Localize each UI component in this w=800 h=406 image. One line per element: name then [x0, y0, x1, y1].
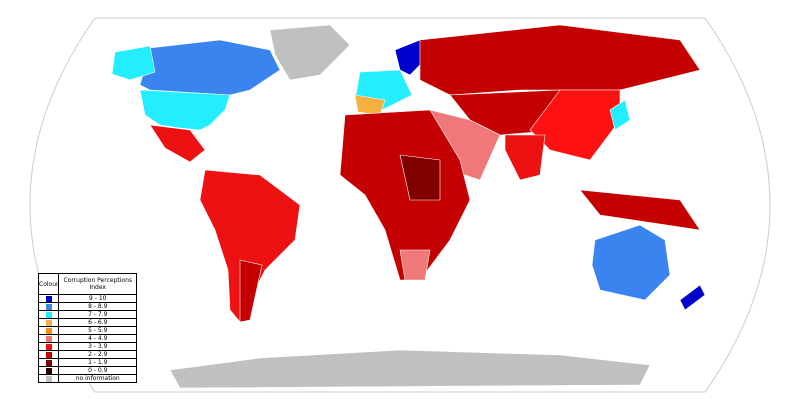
usa [139, 89, 231, 131]
legend-swatch-cell [37, 358, 60, 367]
legend-label: 4 - 4.9 [58, 334, 137, 343]
legend-header: Colour Corruption Perceptions Index [37, 273, 137, 295]
mexico [149, 124, 206, 163]
legend-row: 8 - 8.9 [37, 302, 137, 311]
legend-swatch-cell [37, 342, 60, 351]
greenland [269, 24, 351, 81]
legend-label: 7 - 7.9 [58, 310, 137, 319]
legend-swatch [45, 327, 52, 334]
legend-row: 0 - 0.9 [37, 366, 137, 375]
new-zealand [679, 284, 706, 311]
legend-swatch-cell [37, 334, 60, 343]
legend-label: 1 - 1.9 [58, 358, 137, 367]
canada [139, 39, 281, 96]
japan [609, 99, 631, 131]
legend-label: 5 - 5.9 [58, 326, 137, 335]
legend-swatch-cell [37, 302, 60, 311]
australia [591, 224, 671, 301]
central-africa [399, 154, 441, 201]
india [504, 134, 546, 181]
legend-swatch [45, 359, 52, 366]
legend-swatch-cell [37, 326, 60, 335]
legend-swatch-cell [37, 310, 60, 319]
legend-row: no information [37, 374, 137, 383]
legend-swatch [45, 311, 52, 318]
legend-row: 9 - 10 [37, 294, 137, 303]
legend-label: no information [58, 374, 137, 383]
southern-africa [399, 249, 431, 281]
legend-swatch [45, 303, 52, 310]
antarctica [169, 349, 651, 389]
legend: Colour Corruption Perceptions Index 9 - … [37, 273, 137, 383]
legend-colour-header: Colour [37, 273, 60, 295]
china [529, 89, 621, 161]
legend-index-header: Corruption Perceptions Index [58, 273, 137, 295]
legend-row: 7 - 7.9 [37, 310, 137, 319]
legend-row: 5 - 5.9 [37, 326, 137, 335]
legend-label: 6 - 6.9 [58, 318, 137, 327]
legend-label: 0 - 0.9 [58, 366, 137, 375]
legend-swatch [45, 343, 52, 350]
legend-row: 6 - 6.9 [37, 318, 137, 327]
legend-swatch-cell [37, 318, 60, 327]
legend-swatch-cell [37, 350, 60, 359]
legend-label: 3 - 3.9 [58, 342, 137, 351]
legend-swatch [45, 295, 52, 302]
legend-label: 2 - 2.9 [58, 350, 137, 359]
legend-row: 4 - 4.9 [37, 334, 137, 343]
legend-swatch [45, 335, 52, 342]
legend-swatch-cell [37, 374, 60, 383]
southeast-asia [579, 189, 701, 231]
countries [111, 24, 706, 389]
legend-row: 1 - 1.9 [37, 358, 137, 367]
legend-swatch [45, 351, 52, 358]
legend-swatch [45, 319, 52, 326]
argentina [239, 259, 263, 323]
legend-label: 9 - 10 [58, 294, 137, 303]
legend-swatch [45, 367, 52, 374]
legend-swatch [45, 375, 52, 382]
alaska [111, 45, 156, 81]
legend-swatch-cell [37, 366, 60, 375]
legend-label: 8 - 8.9 [58, 302, 137, 311]
legend-swatch-cell [37, 294, 60, 303]
legend-row: 3 - 3.9 [37, 342, 137, 351]
legend-row: 2 - 2.9 [37, 350, 137, 359]
